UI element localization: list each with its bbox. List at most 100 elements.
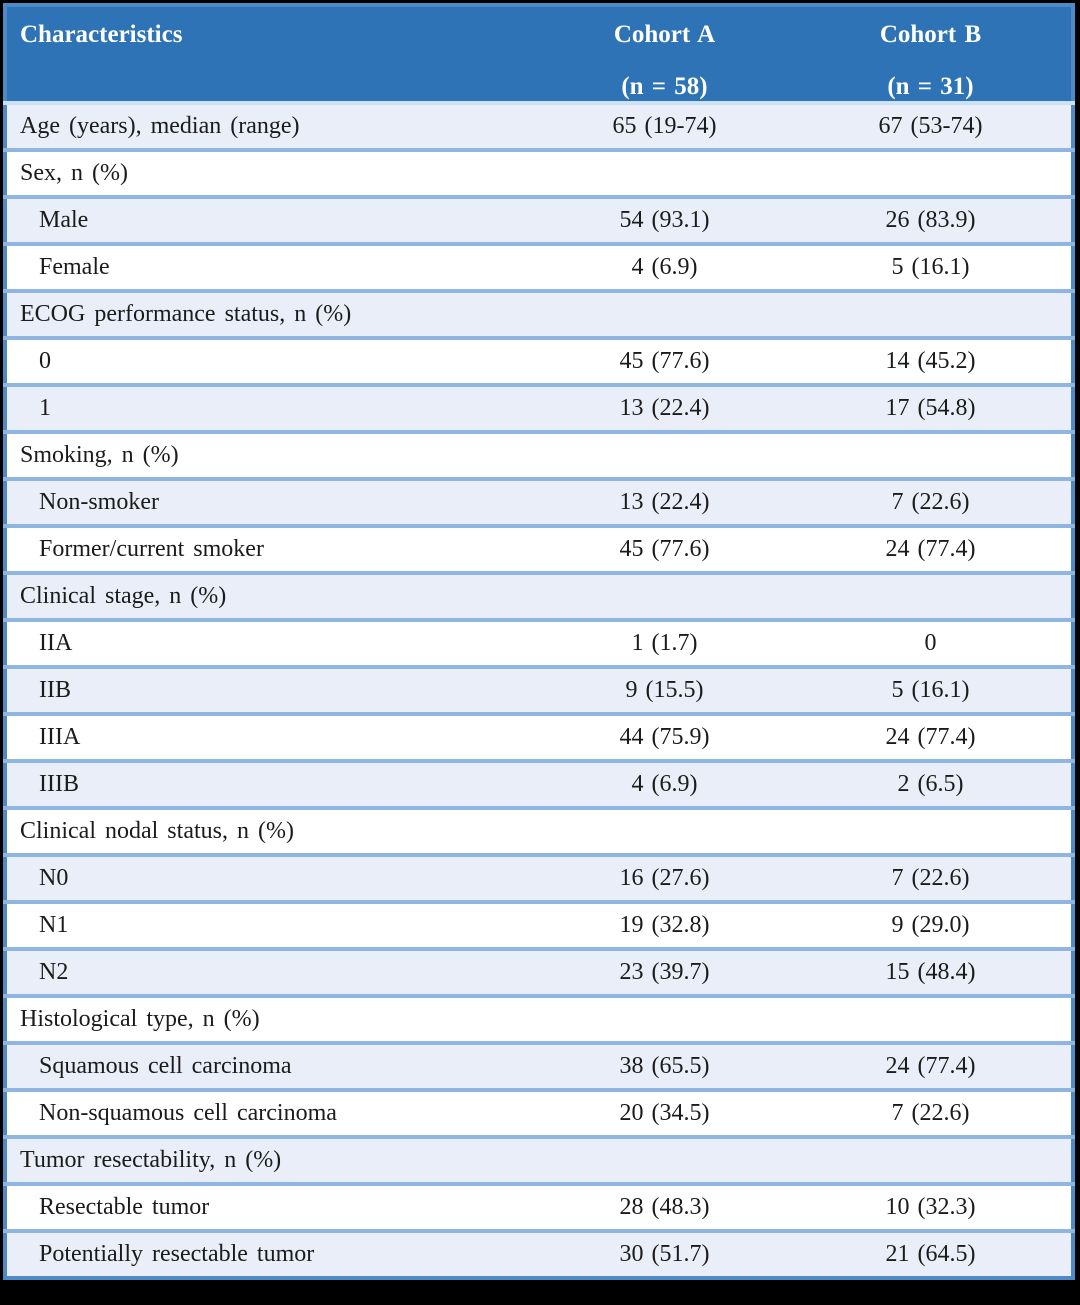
table-row: Clinical stage, n (%) (5, 573, 1073, 620)
patient-characteristics-table: Characteristics Cohort A (n = 58) Cohort… (3, 3, 1075, 1280)
cohort-a-value-cell: 13 (22.4) (619, 489, 710, 515)
cohort-a-value-cell: 4 (6.9) (631, 254, 698, 280)
cohort-a-value-cell: 20 (34.5) (619, 1100, 710, 1126)
table-row: Former/current smoker 45 (77.6) 24 (77.4… (5, 526, 1073, 573)
cohort-a-value-cell (539, 808, 790, 855)
table-row: Non-smoker 13 (22.4) 7 (22.6) (5, 479, 1073, 526)
table-header: Characteristics Cohort A (n = 58) Cohort… (5, 5, 1073, 103)
characteristic-cell: Tumor resectability, n (%) (20, 1147, 282, 1173)
table-row: Smoking, n (%) (5, 432, 1073, 479)
characteristic-cell: 0 (39, 348, 51, 374)
table-row: N0 16 (27.6) 7 (22.6) (5, 855, 1073, 902)
header-cohort-a-title: Cohort A (613, 21, 716, 48)
cohort-b-value-cell: 17 (54.8) (885, 395, 976, 421)
cohort-a-value-cell (539, 291, 790, 338)
cohort-b-value-cell: 15 (48.4) (885, 959, 976, 985)
characteristic-cell: Sex, n (%) (20, 160, 128, 186)
cohort-b-value-cell: 2 (6.5) (897, 771, 964, 797)
characteristic-cell: Former/current smoker (39, 536, 264, 562)
table-row: IIIB 4 (6.9) 2 (6.5) (5, 761, 1073, 808)
characteristic-cell: N1 (39, 912, 69, 938)
cohort-b-value-cell: 24 (77.4) (885, 1053, 976, 1079)
characteristic-cell: Age (years), median (range) (20, 113, 300, 139)
cohort-b-value-cell: 7 (22.6) (891, 865, 970, 891)
cohort-a-value-cell (539, 1137, 790, 1184)
cohort-b-value-cell: 67 (53-74) (878, 113, 983, 139)
cohort-a-value-cell: 45 (77.6) (619, 348, 710, 374)
header-characteristics-label: Characteristics (20, 21, 183, 48)
table-row: Age (years), median (range) 65 (19-74) 6… (5, 103, 1073, 150)
cohort-a-value-cell: 65 (19-74) (612, 113, 717, 139)
cohort-b-value-cell: 5 (16.1) (891, 677, 970, 703)
characteristic-cell: Clinical nodal status, n (%) (20, 818, 294, 844)
characteristic-cell: N2 (39, 959, 69, 985)
characteristic-cell: N0 (39, 865, 69, 891)
table-row: N1 19 (32.8) 9 (29.0) (5, 902, 1073, 949)
characteristic-cell: 1 (39, 395, 51, 421)
cohort-a-value-cell: 44 (75.9) (619, 724, 710, 750)
table-row: Clinical nodal status, n (%) (5, 808, 1073, 855)
table-body: Age (years), median (range) 65 (19-74) 6… (5, 103, 1073, 1278)
table-row: Male 54 (93.1) 26 (83.9) (5, 197, 1073, 244)
characteristic-cell: Male (39, 207, 89, 233)
cohort-b-value-cell (790, 573, 1073, 620)
cohort-b-value-cell: 5 (16.1) (891, 254, 970, 280)
cohort-b-value-cell (790, 1137, 1073, 1184)
characteristic-cell: ECOG performance status, n (%) (20, 301, 352, 327)
header-cohort-a-n: (n = 58) (621, 73, 708, 100)
cohort-a-value-cell: 54 (93.1) (619, 207, 710, 233)
characteristic-cell: Smoking, n (%) (20, 442, 179, 468)
characteristic-cell: Squamous cell carcinoma (39, 1053, 292, 1079)
cohort-b-value-cell: 0 (924, 630, 937, 656)
characteristic-cell: Resectable tumor (39, 1194, 210, 1220)
cohort-a-value-cell (539, 432, 790, 479)
characteristic-cell: Female (39, 254, 110, 280)
cohort-a-value-cell: 1 (1.7) (631, 630, 698, 656)
table-row: Sex, n (%) (5, 150, 1073, 197)
cohort-a-value-cell (539, 150, 790, 197)
cohort-a-value-cell (539, 573, 790, 620)
cohort-a-value-cell: 28 (48.3) (619, 1194, 710, 1220)
characteristic-cell: Non-squamous cell carcinoma (39, 1100, 337, 1126)
table-row: Non-squamous cell carcinoma 20 (34.5) 7 … (5, 1090, 1073, 1137)
cohort-a-value-cell: 9 (15.5) (625, 677, 704, 703)
characteristic-cell: Potentially resectable tumor (39, 1241, 315, 1267)
cohort-b-value-cell (790, 150, 1073, 197)
table-row: IIB 9 (15.5) 5 (16.1) (5, 667, 1073, 714)
characteristic-cell: Clinical stage, n (%) (20, 583, 227, 609)
characteristic-cell: IIIA (39, 724, 81, 750)
characteristic-cell: IIB (39, 677, 71, 703)
characteristic-cell: IIA (39, 630, 73, 656)
cohort-b-value-cell: 24 (77.4) (885, 536, 976, 562)
cohort-b-value-cell: 14 (45.2) (885, 348, 976, 374)
table-row: N2 23 (39.7) 15 (48.4) (5, 949, 1073, 996)
table-row: IIIA 44 (75.9) 24 (77.4) (5, 714, 1073, 761)
cohort-b-value-cell: 24 (77.4) (885, 724, 976, 750)
table-row: Tumor resectability, n (%) (5, 1137, 1073, 1184)
table-row: ECOG performance status, n (%) (5, 291, 1073, 338)
cohort-b-value-cell: 7 (22.6) (891, 489, 970, 515)
header-row: Characteristics Cohort A (n = 58) Cohort… (5, 5, 1073, 103)
cohort-b-value-cell: 10 (32.3) (885, 1194, 976, 1220)
header-cohort-b: Cohort B (n = 31) (790, 5, 1073, 103)
cohort-a-value-cell: 45 (77.6) (619, 536, 710, 562)
table-row: Histological type, n (%) (5, 996, 1073, 1043)
cohort-b-value-cell: 26 (83.9) (885, 207, 976, 233)
cohort-a-value-cell: 23 (39.7) (619, 959, 710, 985)
cohort-b-value-cell (790, 291, 1073, 338)
cohort-a-value-cell: 19 (32.8) (619, 912, 710, 938)
cohort-a-value-cell (539, 996, 790, 1043)
cohort-a-value-cell: 16 (27.6) (619, 865, 710, 891)
characteristic-cell: Non-smoker (39, 489, 159, 515)
cohort-a-value-cell: 4 (6.9) (631, 771, 698, 797)
table-row: Resectable tumor 28 (48.3) 10 (32.3) (5, 1184, 1073, 1231)
cohort-b-value-cell (790, 808, 1073, 855)
header-cohort-a: Cohort A (n = 58) (539, 5, 790, 103)
cohort-a-value-cell: 13 (22.4) (619, 395, 710, 421)
header-cohort-b-title: Cohort B (879, 21, 982, 48)
cohort-b-value-cell: 21 (64.5) (885, 1241, 976, 1267)
cohort-b-value-cell (790, 996, 1073, 1043)
cohort-a-value-cell: 30 (51.7) (619, 1241, 710, 1267)
cohort-a-value-cell: 38 (65.5) (619, 1053, 710, 1079)
table-row: Potentially resectable tumor 30 (51.7) 2… (5, 1231, 1073, 1278)
